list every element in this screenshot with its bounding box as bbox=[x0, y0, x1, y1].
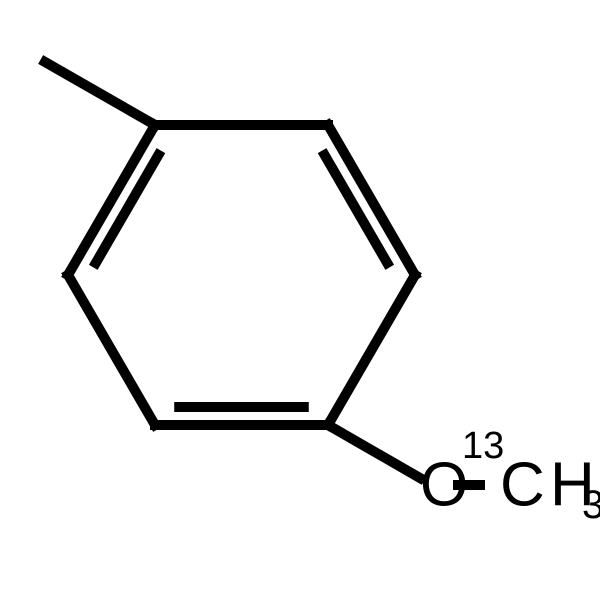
bond-substituent-methyl bbox=[45, 62, 155, 125]
bond-ring-5 bbox=[68, 275, 155, 425]
label-isotope-13: 13 bbox=[462, 425, 504, 467]
label-subscript-3: 3 bbox=[582, 483, 600, 527]
bond-ring-2 bbox=[328, 125, 415, 275]
molecule-diagram: O13CH3 bbox=[0, 0, 600, 600]
label-carbon: C bbox=[500, 451, 545, 520]
bond-ring-6 bbox=[68, 125, 155, 275]
label-oxygen: O bbox=[420, 451, 468, 520]
bond-substituent-ether bbox=[328, 425, 420, 478]
bond-ring-3 bbox=[328, 275, 415, 425]
